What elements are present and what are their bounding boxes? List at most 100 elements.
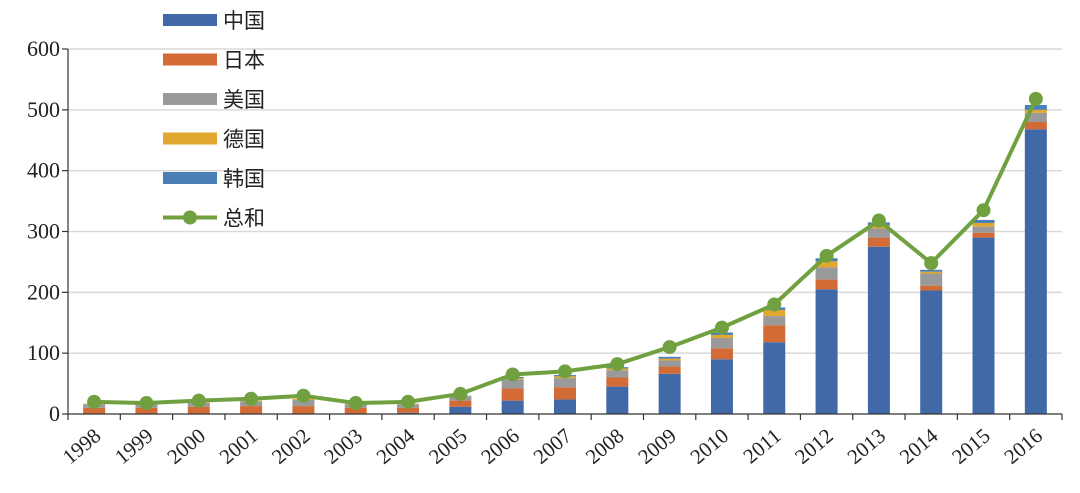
total-point [558, 364, 572, 379]
bar-segment-2 [710, 337, 733, 349]
bar-segment-1 [397, 407, 420, 413]
y-tick-label: 400 [27, 158, 60, 183]
x-tick-label: 2008 [581, 423, 629, 468]
x-tick-label: 2011 [738, 423, 785, 468]
bar-segment-2 [292, 400, 315, 407]
bar-segment-4 [658, 356, 681, 359]
bar-segment-2 [501, 379, 524, 389]
x-tick-label: 2002 [267, 423, 315, 468]
bar-segment-0 [658, 373, 681, 414]
total-point [244, 391, 259, 406]
bar-segment-0 [606, 386, 629, 414]
x-tick-label: 2000 [162, 423, 210, 468]
x-tick-label: 1998 [58, 423, 106, 468]
bar-segment-1 [710, 348, 733, 360]
total-point [505, 367, 520, 382]
bar-segment-1 [1024, 122, 1047, 130]
gridlines [68, 48, 1062, 354]
legend-swatch [163, 132, 217, 145]
bar-segment-3 [763, 309, 786, 317]
total-point [767, 297, 782, 312]
bar-segment-3 [920, 271, 943, 274]
legend-swatch [163, 53, 217, 66]
bar-segment-1 [344, 407, 367, 414]
bar-segment-2 [763, 316, 786, 326]
bar-segment-1 [606, 377, 629, 387]
total-point [924, 256, 939, 271]
bar-segment-4 [920, 269, 943, 272]
x-tick-label: 2005 [424, 423, 472, 468]
legend-label: 韩国 [223, 167, 265, 191]
bar-segment-1 [763, 325, 786, 343]
bar-segment-2 [867, 228, 890, 238]
legend-label: 总和 [223, 207, 265, 231]
legend-swatch [163, 14, 217, 26]
bar-segment-0 [501, 400, 524, 414]
total-point [1028, 91, 1043, 106]
total-point [453, 386, 468, 401]
bar-segment-0 [920, 290, 943, 414]
bar-segment-0 [763, 342, 786, 414]
x-tick-label: 2016 [999, 423, 1047, 468]
legend-marker [183, 210, 197, 225]
bar-segment-0 [554, 399, 576, 414]
legend-label: 美国 [223, 88, 265, 112]
bar-segment-3 [710, 334, 733, 338]
x-tick-label: 2006 [476, 423, 524, 468]
bar-segment-1 [867, 237, 890, 247]
bar-segment-3 [815, 261, 838, 268]
legend-label: 德国 [223, 128, 265, 152]
x-tick-label: 2014 [895, 423, 943, 469]
bar-segment-3 [658, 358, 681, 361]
bar-segment-0 [815, 289, 838, 414]
bars [83, 104, 1047, 415]
x-tick-label: 2012 [790, 423, 838, 468]
legend-swatch [163, 172, 217, 184]
bar-segment-0 [867, 246, 890, 414]
x-tick-label: 2013 [843, 423, 891, 468]
y-tick-label: 300 [27, 219, 60, 244]
total-point [191, 393, 206, 408]
x-tick-label: 2001 [215, 423, 263, 468]
y-tick-label: 500 [27, 97, 60, 122]
x-tick-label: 2010 [686, 423, 734, 468]
y-tick-label: 100 [27, 340, 60, 365]
legend-label: 中国 [223, 9, 265, 33]
bar-segment-3 [972, 222, 995, 227]
x-tick-label: 2009 [633, 423, 681, 468]
bar-segment-2 [658, 360, 681, 367]
bar-segment-0 [1024, 129, 1047, 415]
bar-segment-2 [554, 378, 576, 388]
x-tick-label: 1999 [110, 423, 158, 468]
bar-segment-4 [972, 219, 995, 223]
bar-segment-1 [501, 388, 524, 401]
bar-segment-1 [920, 285, 943, 291]
bar-segment-0 [397, 412, 420, 414]
y-tick-label: 200 [27, 279, 60, 304]
legend-label: 日本 [223, 49, 265, 73]
x-tick-label: 2004 [372, 423, 420, 469]
bar-segment-4 [1024, 104, 1047, 110]
legend-swatch [163, 93, 217, 105]
total-point [139, 396, 154, 411]
bar-segment-1 [449, 400, 472, 407]
total-line [87, 91, 1043, 411]
total-point [819, 248, 834, 263]
bar-segment-3 [1024, 109, 1047, 113]
bar-segment-0 [972, 237, 995, 414]
bar-segment-2 [920, 273, 943, 286]
bar-segment-1 [83, 407, 106, 414]
bar-segment-2 [1024, 112, 1047, 122]
bar-segment-2 [606, 370, 629, 378]
bar-segment-2 [972, 226, 995, 233]
bar-segment-1 [972, 232, 995, 238]
y-tick-label: 600 [27, 36, 60, 61]
total-point [714, 320, 729, 335]
bar-segment-1 [292, 406, 315, 414]
bar-segment-1 [240, 406, 263, 414]
total-point [662, 340, 677, 355]
x-tick-label: 2015 [947, 423, 995, 468]
